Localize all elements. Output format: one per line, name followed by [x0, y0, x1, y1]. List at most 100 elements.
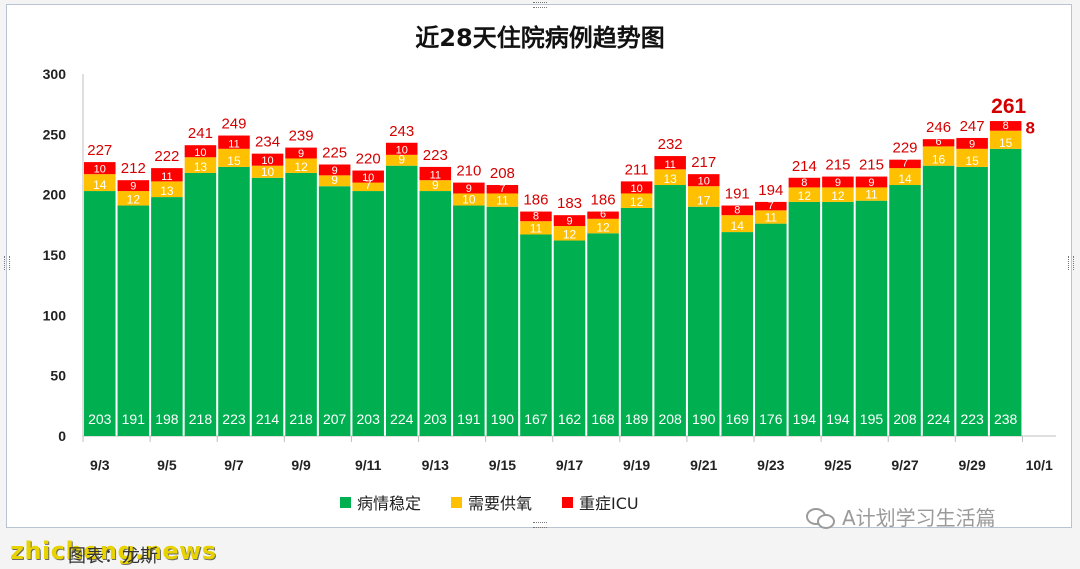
bar-icu	[654, 156, 686, 170]
resize-handle-top[interactable]	[533, 2, 547, 8]
bar-icu	[922, 139, 955, 147]
bar-icu	[352, 170, 384, 183]
label-total: 214	[792, 158, 817, 175]
legend-label-stable: 病情稳定	[357, 494, 422, 513]
label-oxygen: 13	[194, 160, 208, 174]
legend-label-oxygen: 需要供氧	[468, 494, 533, 513]
label-icu: 10	[396, 144, 408, 156]
label-icu: 9	[130, 181, 136, 193]
label-total: 241	[188, 125, 213, 142]
label-oxygen: 11	[765, 211, 778, 225]
label-oxygen: 14	[93, 178, 107, 192]
label-icu: 10	[261, 155, 273, 167]
resize-handle-bottom[interactable]	[533, 522, 547, 528]
bar-icu	[755, 201, 787, 211]
resize-handle-right[interactable]	[1068, 256, 1074, 270]
bar-icu	[184, 145, 217, 158]
bar-stable	[587, 233, 619, 436]
bar-stable	[922, 165, 955, 436]
label-oxygen: 9	[331, 173, 338, 187]
bar-stable	[151, 197, 183, 436]
bar-icu	[855, 176, 888, 188]
label-oxygen: 12	[630, 195, 644, 209]
label-total: 211	[625, 161, 649, 178]
label-stable: 203	[88, 411, 112, 427]
label-total: 261	[991, 95, 1026, 118]
label-icu: 7	[902, 158, 908, 170]
x-tick-label: 9/23	[757, 457, 784, 473]
bar-oxygen	[620, 193, 653, 208]
label-stable: 208	[658, 411, 682, 427]
label-total: 210	[456, 163, 481, 180]
label-total: 229	[893, 140, 918, 157]
bar-icu	[84, 162, 116, 175]
bar-stable	[721, 232, 754, 436]
label-total: 249	[221, 116, 246, 133]
label-icu: 9	[332, 165, 338, 177]
bar-stable	[352, 191, 384, 436]
label-icu: 11	[228, 138, 239, 150]
label-oxygen: 12	[563, 228, 577, 242]
bar-oxygen	[654, 169, 686, 186]
label-icu: 10	[362, 172, 374, 184]
bar-icu	[285, 147, 317, 159]
label-stable: 194	[793, 411, 817, 427]
label-stable: 194	[826, 411, 850, 427]
label-oxygen: 12	[127, 193, 141, 207]
watermark-text: A计划学习生活篇	[842, 506, 996, 530]
label-stable: 218	[189, 411, 213, 427]
label-total: 232	[658, 136, 683, 153]
bar-oxygen	[251, 165, 284, 178]
bar-oxygen	[486, 193, 519, 207]
label-stable: 162	[558, 411, 582, 427]
bar-icu	[822, 176, 854, 188]
bar-stable	[184, 172, 217, 437]
label-icu-callout: 8	[1025, 119, 1034, 138]
label-icu: 9	[466, 183, 472, 195]
bar-icu	[453, 182, 485, 194]
label-oxygen: 16	[932, 153, 946, 167]
bar-oxygen	[385, 154, 418, 166]
legend-swatch-icu	[562, 496, 574, 508]
bar-oxygen	[318, 175, 351, 187]
bar-stable	[620, 207, 653, 436]
label-icu: 6	[600, 208, 606, 220]
bar-icu	[117, 180, 150, 192]
bar-icu	[151, 168, 183, 182]
label-total: 194	[758, 182, 783, 199]
bar-icu	[620, 181, 653, 194]
bar-stable	[788, 201, 821, 436]
legend-item-icu: 重症ICU	[562, 490, 639, 514]
label-oxygen: 10	[462, 193, 476, 207]
bar-stable	[419, 191, 452, 436]
label-icu: 11	[664, 159, 675, 171]
legend-item-stable: 病情稳定	[340, 490, 421, 514]
bar-oxygen	[687, 186, 720, 207]
bar-stable	[687, 206, 720, 436]
bar-oxygen	[922, 146, 955, 166]
resize-handle-left[interactable]	[4, 256, 10, 270]
site-watermark: zhicheng.news	[10, 537, 217, 565]
label-total: 208	[490, 165, 515, 182]
x-tick-label: 9/27	[891, 457, 918, 473]
label-oxygen: 12	[294, 160, 308, 174]
x-tick-label: 9/21	[690, 457, 717, 473]
bar-stable	[218, 166, 250, 436]
label-total: 223	[423, 147, 448, 164]
x-tick-label: 10/1	[1026, 457, 1053, 473]
label-stable: 191	[457, 411, 481, 427]
x-tick-label: 9/9	[291, 457, 311, 473]
bar-stable	[285, 172, 317, 437]
legend-swatch-stable	[340, 496, 351, 508]
label-total: 246	[926, 119, 951, 136]
label-oxygen: 15	[227, 154, 241, 168]
bar-stable	[318, 186, 351, 436]
label-icu: 10	[94, 164, 106, 176]
label-icu: 8	[1003, 120, 1009, 132]
label-stable: 207	[323, 411, 347, 427]
label-total: 186	[591, 192, 616, 209]
label-icu: 8	[533, 211, 539, 223]
label-stable: 218	[289, 411, 313, 427]
label-stable: 208	[893, 411, 917, 427]
bar-icu	[889, 159, 921, 169]
